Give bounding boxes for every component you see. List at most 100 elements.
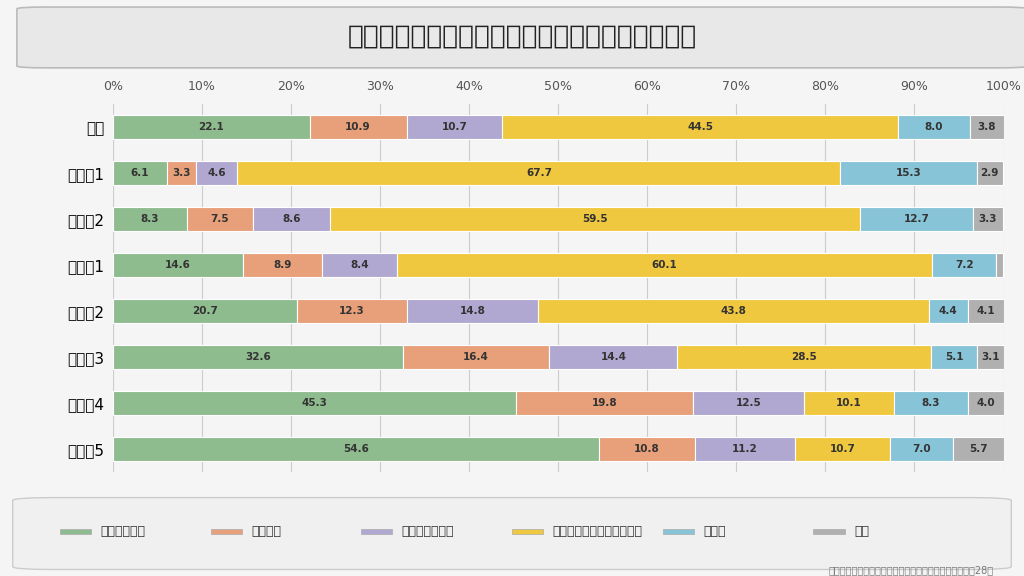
Text: 19.8: 19.8 <box>592 398 617 408</box>
Bar <box>841 161 977 185</box>
Bar <box>929 299 968 323</box>
Bar <box>970 115 1004 139</box>
Bar <box>113 207 186 231</box>
Text: 5.1: 5.1 <box>945 352 964 362</box>
Text: 8.9: 8.9 <box>273 260 292 270</box>
Text: 10.7: 10.7 <box>829 444 856 454</box>
Bar <box>804 391 894 415</box>
Bar <box>973 207 1002 231</box>
Text: 14.4: 14.4 <box>600 352 627 362</box>
Bar <box>238 161 841 185</box>
Text: 10.1: 10.1 <box>836 398 862 408</box>
Text: 7.5: 7.5 <box>211 214 229 224</box>
Text: ２〜３時間程度: ２〜３時間程度 <box>401 525 455 538</box>
Text: 半日程度: 半日程度 <box>251 525 281 538</box>
Bar <box>932 253 996 277</box>
Bar <box>549 345 678 369</box>
Bar <box>898 115 970 139</box>
Text: 44.5: 44.5 <box>687 122 713 132</box>
Text: 4.4: 4.4 <box>939 306 957 316</box>
Text: 20.7: 20.7 <box>191 306 218 316</box>
FancyBboxPatch shape <box>512 529 543 533</box>
Bar <box>113 253 243 277</box>
Bar <box>186 207 253 231</box>
Bar <box>977 161 1002 185</box>
Text: 12.5: 12.5 <box>735 398 761 408</box>
Text: 60.1: 60.1 <box>651 260 678 270</box>
Text: 28.5: 28.5 <box>792 352 817 362</box>
Bar <box>894 391 968 415</box>
Text: 16.4: 16.4 <box>463 352 489 362</box>
Text: 10.8: 10.8 <box>634 444 660 454</box>
Text: 11.2: 11.2 <box>732 444 758 454</box>
Bar <box>113 345 403 369</box>
Text: 4.6: 4.6 <box>208 168 226 178</box>
Bar <box>692 391 804 415</box>
FancyBboxPatch shape <box>59 529 91 533</box>
Text: 12.3: 12.3 <box>339 306 365 316</box>
Text: 45.3: 45.3 <box>301 398 328 408</box>
Text: 15.3: 15.3 <box>896 168 922 178</box>
FancyBboxPatch shape <box>12 498 1012 570</box>
Text: 3.8: 3.8 <box>977 122 996 132</box>
Bar <box>253 207 330 231</box>
Bar <box>952 437 1004 461</box>
Bar <box>795 437 891 461</box>
Text: 3.3: 3.3 <box>979 214 997 224</box>
FancyBboxPatch shape <box>813 529 845 533</box>
Text: 43.8: 43.8 <box>721 306 746 316</box>
Bar <box>599 437 695 461</box>
Text: 4.0: 4.0 <box>977 398 995 408</box>
Bar <box>309 115 407 139</box>
Text: 14.8: 14.8 <box>460 306 485 316</box>
FancyBboxPatch shape <box>361 529 392 533</box>
Bar <box>113 391 516 415</box>
Bar <box>407 115 502 139</box>
Bar <box>167 161 197 185</box>
Text: 59.5: 59.5 <box>583 214 608 224</box>
Bar <box>695 437 795 461</box>
FancyBboxPatch shape <box>211 529 242 533</box>
Text: ほとんど終日: ほとんど終日 <box>100 525 145 538</box>
Text: 4.1: 4.1 <box>977 306 995 316</box>
Bar <box>996 253 1002 277</box>
Bar <box>539 299 929 323</box>
Text: 8.3: 8.3 <box>922 398 940 408</box>
Bar <box>860 207 973 231</box>
Bar <box>403 345 549 369</box>
Text: 7.2: 7.2 <box>955 260 974 270</box>
Text: 8.3: 8.3 <box>140 214 159 224</box>
Text: 32.6: 32.6 <box>245 352 270 362</box>
Bar <box>932 345 977 369</box>
Text: 8.0: 8.0 <box>925 122 943 132</box>
Text: 54.6: 54.6 <box>343 444 369 454</box>
Text: 不詳: 不詳 <box>854 525 869 538</box>
Bar <box>113 115 309 139</box>
Bar <box>516 391 692 415</box>
Text: 7.0: 7.0 <box>912 444 931 454</box>
Text: 14.6: 14.6 <box>165 260 190 270</box>
Bar <box>968 299 1005 323</box>
Text: その他: その他 <box>703 525 726 538</box>
Bar <box>297 299 407 323</box>
Bar <box>397 253 932 277</box>
Bar <box>891 437 952 461</box>
Bar <box>113 299 297 323</box>
Text: 2.9: 2.9 <box>981 168 998 178</box>
Bar <box>113 161 167 185</box>
Text: 12.7: 12.7 <box>904 214 930 224</box>
Text: 8.6: 8.6 <box>283 214 301 224</box>
Text: 8.4: 8.4 <box>350 260 369 270</box>
FancyBboxPatch shape <box>663 529 694 533</box>
Text: 5.7: 5.7 <box>969 444 987 454</box>
Bar <box>243 253 322 277</box>
Bar <box>678 345 932 369</box>
Bar <box>977 345 1005 369</box>
Bar <box>502 115 898 139</box>
Bar <box>197 161 238 185</box>
Bar <box>407 299 539 323</box>
Text: 必要なときに手をかす程度: 必要なときに手をかす程度 <box>553 525 642 538</box>
Bar <box>330 207 860 231</box>
Text: 資料：厚生労働省「国民生活基礎調査の概況」ゆる平成28年: 資料：厚生労働省「国民生活基礎調査の概況」ゆる平成28年 <box>828 565 993 575</box>
Text: 10.7: 10.7 <box>441 122 467 132</box>
